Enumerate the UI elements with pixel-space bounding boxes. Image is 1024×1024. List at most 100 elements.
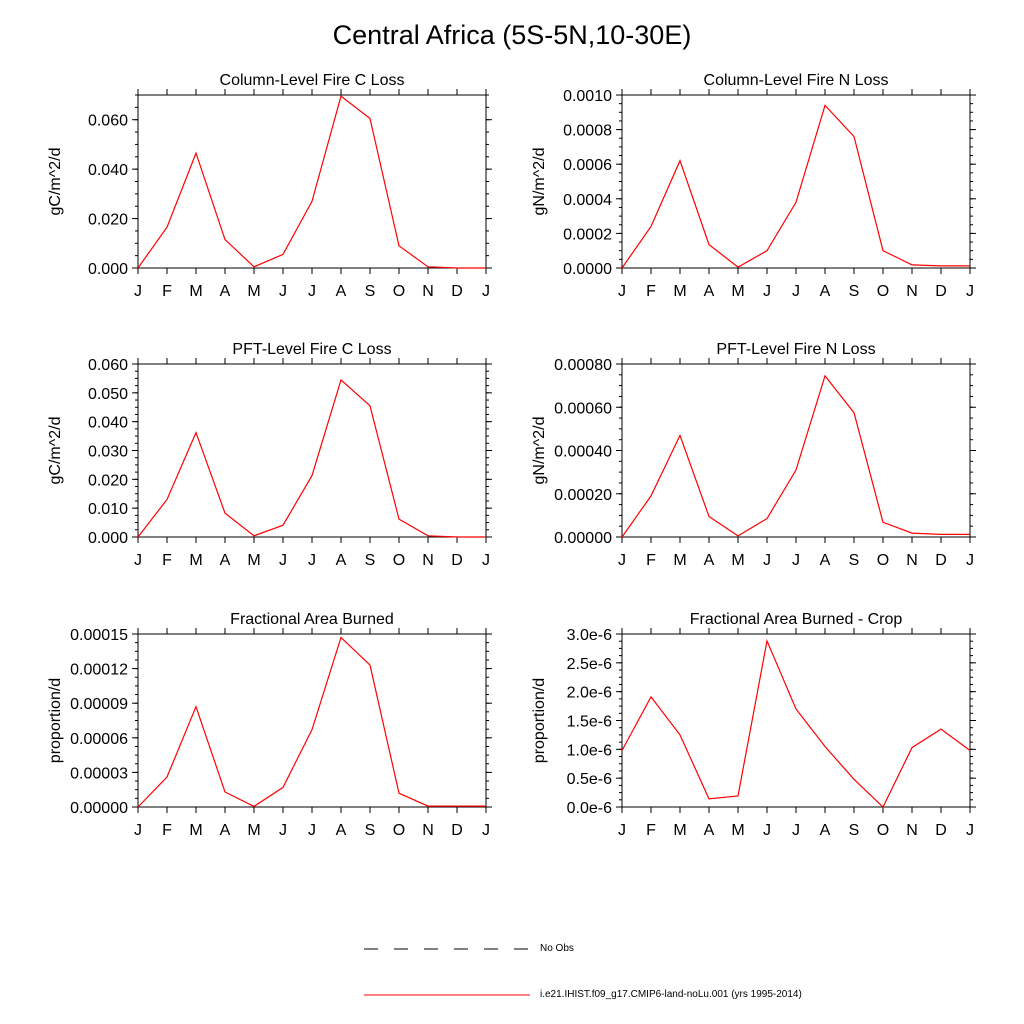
y-tick-label: 0.00020 <box>554 487 612 504</box>
x-tick-label: M <box>247 822 260 839</box>
x-tick-label: J <box>792 283 800 300</box>
series-line <box>137 95 486 269</box>
y-axis-label: gC/m^2/d <box>47 148 64 216</box>
y-tick-label: 3.0e-6 <box>567 627 612 644</box>
y-tick-label: 0.040 <box>88 162 128 179</box>
x-tick-label: J <box>792 552 800 569</box>
plot-frame <box>621 94 971 269</box>
x-tick-label: F <box>646 822 656 839</box>
x-tick-label: S <box>365 283 376 300</box>
x-tick-label: A <box>820 283 831 300</box>
x-tick-label: M <box>731 822 744 839</box>
y-tick-label: 0.0002 <box>563 226 612 243</box>
y-tick-label: 0.020 <box>88 212 128 229</box>
x-tick-label: M <box>673 822 686 839</box>
x-tick-label: J <box>308 283 316 300</box>
y-tick-label: 0.050 <box>88 386 128 403</box>
series-line <box>621 374 970 538</box>
x-tick-label: J <box>279 283 287 300</box>
x-tick-label: J <box>134 822 142 839</box>
x-tick-label: A <box>336 552 347 569</box>
y-axis-label: gN/m^2/d <box>531 417 548 485</box>
x-tick-label: M <box>189 822 202 839</box>
y-tick-label: 0.030 <box>88 444 128 461</box>
x-tick-label: J <box>763 822 771 839</box>
x-tick-label: J <box>308 552 316 569</box>
y-tick-label: 0.00003 <box>70 765 128 782</box>
y-tick-label: 0.00040 <box>554 444 612 461</box>
y-tick-label: 0.00080 <box>554 357 612 374</box>
y-tick-label: 0.00006 <box>70 731 128 748</box>
y-tick-label: 2.0e-6 <box>567 685 612 702</box>
x-tick-label: M <box>189 283 202 300</box>
x-tick-label: A <box>220 822 231 839</box>
x-tick-label: J <box>308 822 316 839</box>
x-tick-label: M <box>189 552 202 569</box>
x-tick-label: D <box>935 283 947 300</box>
x-tick-label: S <box>849 552 860 569</box>
chart-title: Fractional Area Burned - Crop <box>690 611 903 628</box>
y-axis-label: proportion/d <box>47 678 64 763</box>
x-tick-label: J <box>763 283 771 300</box>
plot-frame <box>137 363 487 538</box>
x-tick-label: F <box>162 822 172 839</box>
y-tick-label: 0.060 <box>88 357 128 374</box>
x-tick-label: J <box>792 822 800 839</box>
x-tick-label: F <box>162 552 172 569</box>
y-tick-label: 0.0000 <box>563 261 612 278</box>
x-tick-label: M <box>731 283 744 300</box>
series-line <box>137 378 486 538</box>
chart-6: Fractional Area Burned - Crop proportion/… <box>531 611 976 839</box>
x-tick-label: A <box>820 552 831 569</box>
x-tick-label: A <box>220 552 231 569</box>
x-tick-label: A <box>336 822 347 839</box>
x-tick-label: O <box>877 283 889 300</box>
x-tick-label: O <box>877 552 889 569</box>
y-tick-label: 2.5e-6 <box>567 656 612 673</box>
x-tick-label: D <box>935 822 947 839</box>
y-tick-label: 0.0010 <box>563 88 612 105</box>
x-tick-label: J <box>482 822 490 839</box>
page-title: Central Africa (5S-5N,10-30E) <box>332 20 692 50</box>
x-tick-label: M <box>731 552 744 569</box>
x-tick-label: D <box>451 283 463 300</box>
x-tick-label: S <box>365 552 376 569</box>
y-axis-label: gN/m^2/d <box>531 148 548 216</box>
x-tick-label: J <box>763 552 771 569</box>
x-tick-label: N <box>906 552 918 569</box>
x-tick-label: J <box>618 822 626 839</box>
y-tick-label: 0.0e-6 <box>567 800 612 817</box>
x-tick-label: O <box>877 822 889 839</box>
y-tick-label: 0.00009 <box>70 696 128 713</box>
y-tick-label: 0.00060 <box>554 400 612 417</box>
x-tick-label: N <box>422 283 434 300</box>
y-tick-label: 0.000 <box>88 530 128 547</box>
x-tick-label: J <box>966 283 974 300</box>
x-tick-label: S <box>849 822 860 839</box>
y-tick-label: 0.020 <box>88 472 128 489</box>
x-tick-label: N <box>422 822 434 839</box>
chart-title: Column-Level Fire N Loss <box>704 72 889 89</box>
y-tick-label: 1.5e-6 <box>567 714 612 731</box>
x-tick-label: N <box>422 552 434 569</box>
y-tick-label: 0.00000 <box>554 530 612 547</box>
x-tick-label: O <box>393 822 405 839</box>
x-tick-label: J <box>279 822 287 839</box>
x-tick-label: J <box>482 283 490 300</box>
y-tick-label: 1.0e-6 <box>567 742 612 759</box>
x-tick-label: S <box>365 822 376 839</box>
x-tick-label: M <box>673 552 686 569</box>
plot-frame <box>621 633 971 808</box>
x-tick-label: N <box>906 283 918 300</box>
plot-frame <box>137 94 487 269</box>
series-line <box>621 638 971 809</box>
chart-title: Fractional Area Burned <box>230 611 394 628</box>
x-tick-label: N <box>906 822 918 839</box>
x-tick-label: F <box>162 283 172 300</box>
x-tick-label: D <box>451 552 463 569</box>
y-tick-label: 0.060 <box>88 113 128 130</box>
